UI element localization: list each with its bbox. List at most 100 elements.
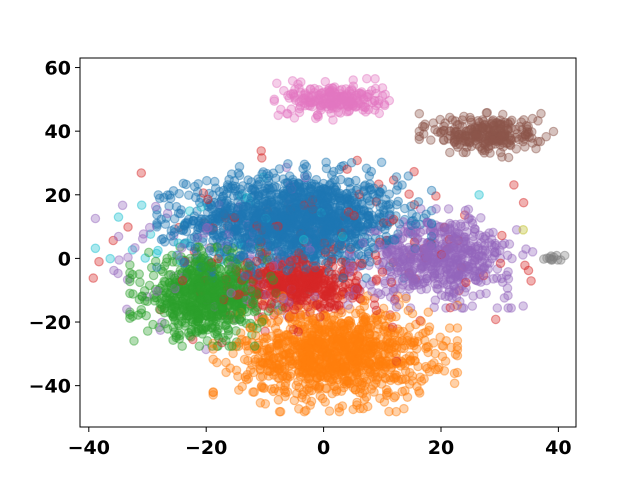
data-point [125, 276, 135, 287]
data-point [291, 340, 302, 351]
data-point [201, 322, 211, 333]
data-point [463, 136, 473, 147]
data-point [315, 238, 325, 249]
data-point [423, 307, 434, 317]
data-point [297, 350, 307, 360]
data-point [178, 294, 189, 304]
data-point [307, 219, 317, 230]
data-point [328, 211, 339, 221]
data-point [505, 140, 516, 151]
data-point [329, 368, 340, 379]
data-point [426, 185, 437, 196]
data-point [287, 335, 297, 346]
data-point [260, 326, 270, 337]
data-point [177, 299, 188, 310]
data-point [264, 171, 274, 181]
data-point [215, 295, 225, 306]
data-point [409, 355, 420, 366]
data-point [479, 253, 490, 264]
data-point [381, 388, 392, 398]
data-point [381, 194, 391, 205]
data-point [288, 89, 299, 100]
data-point [273, 305, 283, 316]
data-point [358, 335, 368, 346]
data-point [189, 246, 200, 257]
data-point [317, 230, 328, 240]
data-point [275, 275, 285, 286]
data-point [546, 251, 556, 261]
data-point [323, 286, 333, 296]
data-point [304, 194, 314, 204]
data-point [324, 282, 334, 292]
data-point [348, 193, 359, 203]
data-point [495, 115, 505, 125]
data-point [360, 314, 371, 325]
data-point [447, 260, 458, 270]
data-point [350, 226, 361, 236]
data-point [190, 303, 200, 314]
data-point [435, 114, 445, 125]
data-point [314, 243, 325, 254]
data-point [304, 273, 315, 284]
data-point [478, 116, 489, 127]
data-point [454, 285, 464, 296]
data-point [258, 345, 269, 356]
data-point [313, 364, 323, 375]
data-point [258, 227, 268, 238]
data-point [437, 226, 447, 237]
data-point [299, 209, 309, 219]
data-point [231, 230, 242, 240]
data-point [231, 325, 241, 336]
data-point [342, 101, 353, 111]
data-point [427, 252, 437, 263]
data-point [377, 83, 388, 93]
data-point [341, 212, 352, 222]
data-point [245, 301, 256, 311]
data-point [197, 237, 208, 247]
data-point [371, 305, 382, 316]
data-point [281, 226, 292, 236]
data-point [286, 218, 297, 229]
data-point [460, 131, 471, 141]
data-point [412, 245, 423, 256]
data-point [318, 198, 329, 208]
data-point [166, 301, 176, 311]
data-point [236, 287, 246, 298]
data-point [455, 255, 466, 266]
data-point [239, 281, 249, 291]
data-point [342, 263, 353, 274]
data-point [391, 311, 401, 322]
data-point [429, 233, 440, 243]
data-point [296, 225, 306, 236]
data-point [413, 361, 423, 372]
data-point [162, 208, 173, 219]
data-point [526, 127, 537, 137]
data-point [395, 234, 406, 245]
data-point [219, 309, 229, 320]
data-point [212, 312, 223, 322]
data-point [415, 246, 426, 257]
data-point [207, 270, 217, 280]
data-point [105, 253, 115, 264]
data-point [262, 214, 273, 225]
data-point [208, 289, 219, 299]
data-point [272, 213, 283, 224]
data-point [188, 314, 198, 325]
data-point [368, 380, 378, 391]
data-point [174, 328, 184, 339]
data-point [418, 243, 429, 254]
data-point [306, 265, 316, 275]
data-point [210, 217, 221, 228]
data-point [555, 255, 566, 265]
data-point [260, 296, 270, 306]
data-point [362, 211, 372, 221]
data-point [373, 359, 384, 370]
data-point [381, 235, 392, 246]
data-point [318, 215, 328, 225]
data-point [334, 193, 345, 203]
data-point [404, 322, 415, 333]
data-point [216, 217, 227, 227]
data-point [381, 240, 392, 250]
data-point [262, 217, 272, 228]
data-point [351, 334, 362, 345]
